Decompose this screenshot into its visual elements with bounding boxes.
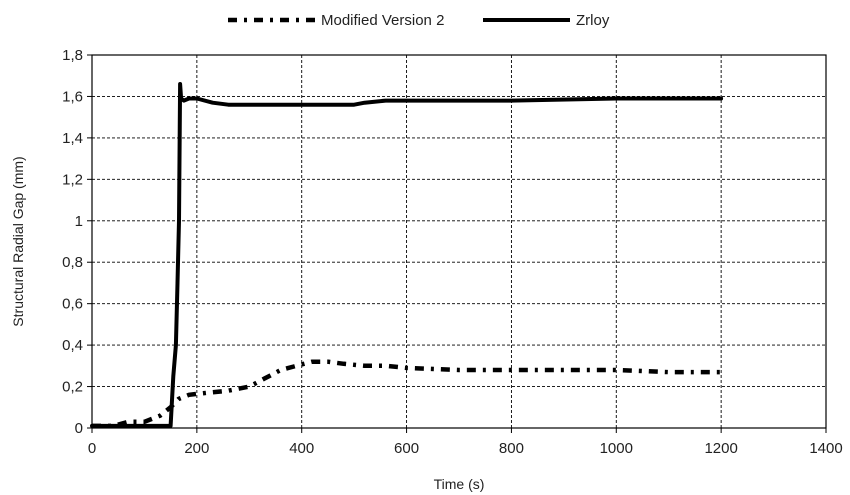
y-tick-label: 1,2 xyxy=(62,171,83,188)
series-lines xyxy=(90,82,724,429)
x-tick-label: 800 xyxy=(499,440,524,457)
x-axis-title: Time (s) xyxy=(434,476,485,492)
y-tick-label: 0 xyxy=(75,420,83,437)
x-tick-label: 1400 xyxy=(809,440,842,457)
x-tick-label: 1000 xyxy=(600,440,633,457)
series-line-zrloy xyxy=(90,82,724,428)
x-tick-label: 600 xyxy=(394,440,419,457)
y-tick-label: 0,2 xyxy=(62,379,83,396)
y-tick-label: 0,4 xyxy=(62,337,83,354)
x-tick-label: 0 xyxy=(88,440,96,457)
x-tick-label: 200 xyxy=(184,440,209,457)
y-tick-label: 1,4 xyxy=(62,130,83,147)
legend-label-zrloy: Zrloy xyxy=(576,12,610,29)
legend-label-modified-version-2: Modified Version 2 xyxy=(321,12,444,29)
x-tick-label: 400 xyxy=(289,440,314,457)
y-tick-label: 0,8 xyxy=(62,254,83,271)
x-axis-ticks: 0 200 400 600 800 1000 1200 1400 xyxy=(88,428,843,457)
y-tick-label: 1,8 xyxy=(62,47,83,64)
y-tick-label: 0,6 xyxy=(62,296,83,313)
series-line-modified-version-2 xyxy=(92,359,722,429)
y-tick-label: 1,6 xyxy=(62,88,83,105)
y-tick-label: 1 xyxy=(75,213,83,230)
x-tick-label: 1200 xyxy=(704,440,737,457)
legend: Modified Version 2 Zrloy xyxy=(228,12,610,29)
plot-frame xyxy=(91,54,827,429)
grid-lines xyxy=(92,55,826,428)
y-axis-ticks: 0 0,2 0,4 0,6 0,8 1 1,2 1,4 1,6 1,8 xyxy=(62,47,92,437)
y-axis-title: Structural Radial Gap (mm) xyxy=(10,156,26,326)
